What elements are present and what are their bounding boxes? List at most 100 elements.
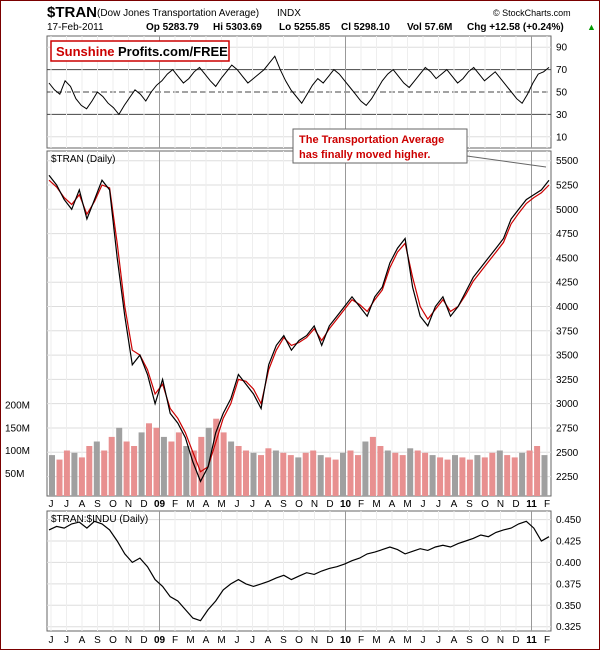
volume-bar — [228, 441, 235, 496]
volume-bar — [317, 455, 324, 496]
month-label: A — [451, 635, 458, 646]
volume-bar — [258, 455, 264, 496]
volume-bar — [243, 450, 249, 496]
price-line — [48, 174, 550, 483]
ticker-symbol: $TRAN — [47, 4, 97, 21]
3-tick-label: 0.425 — [556, 537, 581, 548]
month-label: A — [203, 635, 210, 646]
volume-bar — [280, 452, 287, 496]
month-label: O — [295, 499, 303, 510]
0-tick-label: 50 — [556, 88, 568, 99]
month-label: F — [358, 635, 364, 646]
ratio-axis: 0.450 0.425 0.400 0.375 0.350 0.325 — [556, 515, 581, 633]
month-label: N — [311, 499, 318, 510]
month-label: A — [389, 635, 396, 646]
volume-bar — [93, 441, 100, 496]
volume-bar — [56, 459, 63, 496]
volume-bar — [519, 452, 526, 496]
volume-bar — [511, 457, 518, 496]
volume-bar — [407, 448, 414, 496]
volume-bar — [250, 452, 257, 496]
volume-bar — [340, 452, 346, 496]
month-label: O — [109, 635, 117, 646]
ratio-panel-label: $TRAN:$INDU (Daily) — [51, 514, 148, 525]
quote-low: Lo 5255.85 — [279, 22, 331, 33]
annotation-line2: has finally moved higher. — [299, 149, 430, 161]
annotation-line1: The Transportation Average — [299, 134, 444, 146]
rsi-axis: 90 70 50 30 10 — [556, 43, 568, 144]
price-panel-label: $TRAN (Daily) — [51, 154, 115, 165]
month-label: J — [235, 499, 240, 510]
volume-bar — [175, 432, 182, 496]
volume-bar — [347, 450, 354, 496]
month-label: A — [203, 499, 210, 510]
month-label: M — [372, 499, 380, 510]
month-label: J — [49, 635, 54, 646]
volume-bar — [78, 457, 85, 496]
month-label: J — [421, 635, 426, 646]
month-label: S — [280, 635, 287, 646]
volume-bar — [295, 457, 302, 496]
volume-bar — [444, 459, 451, 496]
volume-bar — [213, 418, 220, 496]
volume-bar — [310, 450, 317, 496]
month-label: O — [481, 635, 489, 646]
volume-bar — [49, 455, 55, 496]
month-label: J — [235, 635, 240, 646]
month-label: J — [49, 499, 54, 510]
month-label: M — [186, 635, 194, 646]
1-tick-label: 4750 — [556, 229, 579, 240]
month-label: M — [403, 499, 411, 510]
volume-bar — [452, 455, 458, 496]
1-tick-label: 3250 — [556, 375, 579, 386]
1-tick-label: 5500 — [556, 156, 579, 167]
month-label: S — [94, 635, 101, 646]
volume-bar — [377, 446, 384, 496]
month-label: N — [497, 635, 504, 646]
quote-volume: Vol 57.6M — [407, 22, 452, 33]
month-label: 09 — [154, 499, 166, 510]
month-label: J — [64, 635, 69, 646]
volume-bar — [541, 455, 548, 496]
month-label: 10 — [340, 635, 352, 646]
month-label: 11 — [526, 499, 537, 510]
volume-bar — [534, 446, 541, 496]
1-tick-label: 3750 — [556, 326, 579, 337]
month-label: 09 — [154, 635, 166, 646]
price-grid — [47, 151, 551, 496]
quote-change: Chg +12.58 (+0.24%) — [467, 22, 564, 33]
exchange-label: INDX — [277, 8, 301, 19]
month-label: A — [265, 635, 272, 646]
month-label: O — [481, 499, 489, 510]
month-label: J — [64, 499, 69, 510]
1-tick-label: 3000 — [556, 399, 579, 410]
price-moving-average-line — [48, 179, 550, 473]
1-tick-label: 5250 — [556, 181, 579, 192]
rsi-line — [48, 55, 550, 116]
volume-bar — [198, 436, 205, 496]
month-label: D — [512, 635, 519, 646]
ratio-x-axis: J J A S O N D 09 F M A M J J A S O N D 10 F M A M J J A S O N D 11 F — [49, 635, 551, 646]
month-label: D — [326, 499, 333, 510]
volume-bar — [489, 452, 496, 496]
month-label: A — [389, 499, 396, 510]
month-label: J — [250, 635, 255, 646]
volume-bar — [422, 452, 429, 496]
volume-bar — [108, 436, 115, 496]
1-tick-label: 4250 — [556, 278, 579, 289]
month-label: M — [217, 499, 225, 510]
volume-bar — [481, 457, 488, 496]
month-label: 11 — [526, 635, 537, 646]
logo-sunshine: Sunshine — [56, 44, 115, 59]
volume-bar — [399, 455, 406, 496]
volume-bar — [392, 452, 399, 496]
month-label: J — [436, 499, 441, 510]
volume-bar — [168, 441, 175, 496]
month-label: M — [186, 499, 194, 510]
volume-bar — [362, 441, 369, 496]
price-x-axis: J J A S O N D 09 F M A M J J A S O N D 10 F M A M J J A S O N D 11 F — [49, 499, 551, 510]
volume-bar — [123, 441, 130, 496]
volume-bar — [526, 450, 533, 496]
